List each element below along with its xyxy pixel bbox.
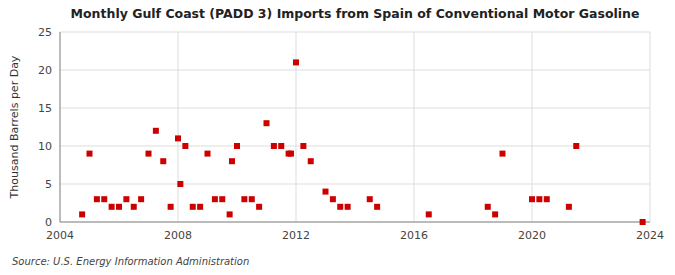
point <box>529 196 535 202</box>
point <box>374 204 380 210</box>
point <box>168 204 174 210</box>
point <box>138 196 144 202</box>
point <box>640 219 646 225</box>
point <box>205 151 211 157</box>
point <box>256 204 262 210</box>
point <box>492 211 498 217</box>
point <box>249 196 255 202</box>
x-tick-label: 2012 <box>282 229 310 242</box>
x-grid-line <box>650 32 651 222</box>
point <box>190 204 196 210</box>
y-grid-line <box>60 32 650 33</box>
point <box>367 196 373 202</box>
x-grid-line <box>178 32 179 222</box>
point <box>109 204 115 210</box>
point <box>116 204 122 210</box>
point <box>241 196 247 202</box>
point <box>264 120 270 126</box>
point <box>227 211 233 217</box>
point <box>146 151 152 157</box>
x-tick-label: 2020 <box>518 229 546 242</box>
point <box>87 151 93 157</box>
y-tick-label: 15 <box>38 102 52 115</box>
x-tick-label: 2016 <box>400 229 428 242</box>
point <box>271 143 277 149</box>
point <box>160 158 166 164</box>
point <box>500 151 506 157</box>
point <box>94 196 100 202</box>
point <box>345 204 351 210</box>
point <box>278 143 284 149</box>
x-axis-line <box>60 222 650 223</box>
point <box>573 143 579 149</box>
point <box>175 135 181 141</box>
y-axis-line <box>60 32 61 222</box>
point <box>485 204 491 210</box>
point <box>288 151 294 157</box>
chart: Monthly Gulf Coast (PADD 3) Imports from… <box>0 0 675 275</box>
point <box>177 181 183 187</box>
y-axis-label: Thousand Barrels per Day <box>8 55 21 199</box>
points <box>79 59 646 225</box>
point <box>131 204 137 210</box>
y-tick-label: 10 <box>38 140 52 153</box>
y-grid-line <box>60 222 650 223</box>
y-grid-line <box>60 108 650 109</box>
y-grid-line <box>60 70 650 71</box>
point <box>123 196 129 202</box>
title: Monthly Gulf Coast (PADD 3) Imports from… <box>71 6 640 21</box>
point <box>219 196 225 202</box>
x-tick-label: 2008 <box>164 229 192 242</box>
source-note: Source: U.S. Energy Information Administ… <box>12 256 249 267</box>
x-grid-line <box>414 32 415 222</box>
point <box>293 59 299 65</box>
point <box>101 196 107 202</box>
y-tick-label: 20 <box>38 64 52 77</box>
point <box>330 196 336 202</box>
point <box>323 189 329 195</box>
point <box>229 158 235 164</box>
y-tick-label: 5 <box>45 178 52 191</box>
point <box>308 158 314 164</box>
point <box>566 204 572 210</box>
grid <box>60 32 650 222</box>
point <box>536 196 542 202</box>
y-tick-label: 25 <box>38 26 52 39</box>
y-grid-line <box>60 184 650 185</box>
point <box>300 143 306 149</box>
y-tick-label: 0 <box>45 216 52 229</box>
point <box>337 204 343 210</box>
point <box>426 211 432 217</box>
point <box>182 143 188 149</box>
x-grid-line <box>532 32 533 222</box>
point <box>153 128 159 134</box>
point <box>544 196 550 202</box>
x-tick-label: 2024 <box>636 229 664 242</box>
point <box>212 196 218 202</box>
point <box>79 211 85 217</box>
point <box>197 204 203 210</box>
point <box>234 143 240 149</box>
y-grid-line <box>60 146 650 147</box>
x-grid-line <box>60 32 61 222</box>
x-tick-label: 2004 <box>46 229 74 242</box>
